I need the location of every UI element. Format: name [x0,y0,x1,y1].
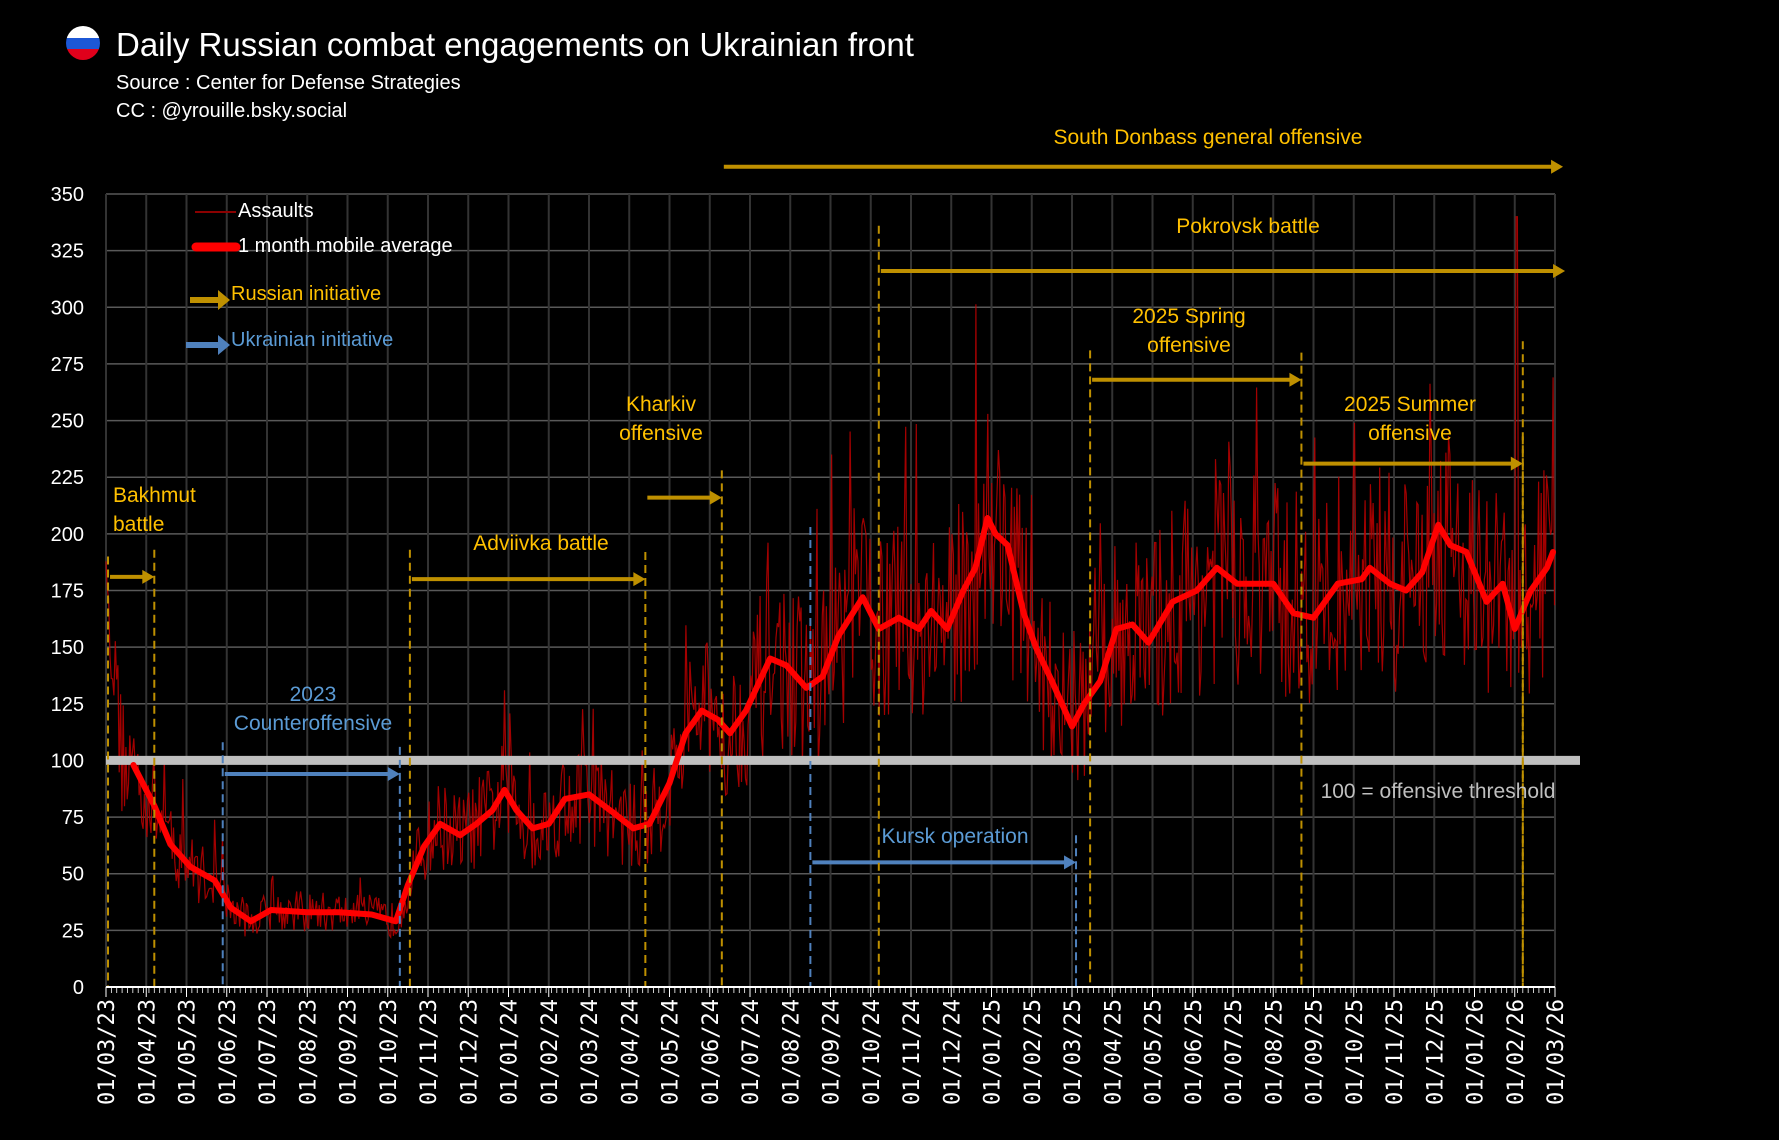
x-tick-label: 01/04/25 [1101,999,1126,1105]
y-tick-label: 75 [62,807,84,829]
x-tick-label: 01/12/24 [940,999,965,1105]
x-tick-label: 01/07/24 [739,999,764,1105]
x-tick-label: 01/09/23 [337,999,362,1105]
credit-text: CC : @yrouille.bsky.social [116,100,348,122]
x-tick-label: 01/08/25 [1262,999,1287,1105]
x-tick-label: 01/02/26 [1504,999,1529,1105]
assaults-series-line [105,216,1556,940]
x-tick-label: 01/08/24 [779,999,804,1105]
x-tick-label: 01/03/24 [578,999,603,1105]
x-tick-label: 01/05/23 [176,999,201,1105]
x-tick-label: 01/07/23 [256,999,281,1105]
annotation-south-donbass: South Donbass general offensive [1053,126,1363,149]
y-tick-label: 325 [51,241,84,263]
y-tick-label: 250 [51,411,84,433]
arrowhead-icon [633,572,646,587]
legend-russian-arrow-icon [190,290,230,310]
x-tick-label: 01/11/23 [417,999,442,1105]
annotation-counter-line1: 2023 [289,683,337,706]
annotation-threshold: 100 = offensive threshold [1320,780,1556,803]
annotation-kharkiv-line1: Kharkiv [625,393,697,416]
legend-ukrainian-arrow-icon [186,335,230,355]
y-tick-label: 350 [51,184,84,206]
legend-russian: Russian initiative [231,283,382,305]
annotation-spring-line2: offensive [1147,334,1231,357]
x-tick-label: 01/04/24 [618,999,643,1105]
y-tick-label: 300 [51,297,84,319]
x-tick-label: 01/09/24 [820,999,845,1105]
y-tick-label: 0 [73,977,84,999]
arrowhead-icon [709,490,722,505]
annotation-summer: 2025 Summer offensive [1344,390,1476,448]
chart-title: Daily Russian combat engagements on Ukra… [116,26,914,63]
x-tick-label: 01/05/24 [659,999,684,1105]
x-tick-label: 01/06/25 [1182,999,1207,1105]
x-tick-label: 01/12/23 [457,999,482,1105]
annotation-kharkiv-line2: offensive [619,422,703,445]
x-tick-label: 01/05/25 [1142,999,1167,1105]
y-tick-label: 125 [51,694,84,716]
x-tick-label: 01/02/25 [1021,999,1046,1105]
source-text: Source : Center for Defense Strategies [116,72,461,94]
arrowhead-icon [1551,159,1564,174]
arrowhead-icon [1553,264,1566,279]
annotation-bakhmut-line2: battle [113,513,165,536]
annotation-spring: 2025 Spring offensive [1132,302,1245,360]
x-tick-label: 01/09/25 [1303,999,1328,1105]
legend-ukrainian: Ukrainian initiative [231,329,394,351]
annotation-counteroffensive: 2023 Counteroffensive [234,680,392,738]
x-tick-label: 01/07/25 [1222,999,1247,1105]
legend-average: 1 month mobile average [238,235,453,257]
average-series-line [130,515,1556,925]
y-tick-label: 275 [51,354,84,376]
x-tick-label: 01/06/24 [699,999,724,1105]
y-tick-label: 225 [51,467,84,489]
x-tick-label: 01/11/25 [1383,999,1408,1105]
annotation-summer-line1: 2025 Summer [1344,393,1476,416]
x-tick-label: 01/03/23 [95,999,120,1105]
annotation-bakhmut-line1: Bakhmut [113,484,196,507]
x-tick-label: 01/10/23 [377,999,402,1105]
x-tick-label: 01/03/25 [1061,999,1086,1105]
y-tick-label: 25 [62,920,84,942]
y-tick-label: 175 [51,581,84,603]
arrowhead-icon [142,569,155,584]
x-tick-label: 01/10/25 [1343,999,1368,1105]
annotation-kursk: Kursk operation [881,825,1029,848]
y-tick-label: 50 [62,864,84,886]
x-tick-label: 01/06/23 [216,999,241,1105]
legend-assaults: Assaults [238,200,314,222]
y-tick-label: 150 [51,637,84,659]
arrowhead-icon [387,767,400,782]
arrowhead-icon [1064,855,1077,870]
annotation-avdiivka: Adviivka battle [473,532,609,555]
x-tick-label: 01/01/26 [1464,999,1489,1105]
x-tick-label: 01/04/23 [135,999,160,1105]
x-tick-label: 01/10/24 [860,999,885,1105]
russia-flag-icon [66,26,100,60]
x-tick-label: 01/12/25 [1423,999,1448,1105]
annotation-summer-line2: offensive [1368,422,1452,445]
legend [186,211,241,355]
y-tick-label: 200 [51,524,84,546]
x-tick-label: 01/01/24 [498,999,523,1105]
annotation-counter-line2: Counteroffensive [233,712,393,735]
arrowhead-icon [1289,372,1302,387]
x-tick-label: 01/03/26 [1544,999,1569,1105]
annotation-spring-line1: 2025 Spring [1132,305,1246,328]
arrowhead-icon [1510,456,1523,471]
x-tick-label: 01/01/25 [981,999,1006,1105]
x-tick-label: 01/11/24 [900,999,925,1105]
annotation-pokrovsk: Pokrovsk battle [1176,215,1320,238]
y-tick-label: 100 [51,750,84,772]
x-tick-label: 01/08/23 [296,999,321,1105]
x-tick-label: 01/02/24 [538,999,563,1105]
annotation-bakhmut: Bakhmut battle [113,481,196,539]
annotation-kharkiv: Kharkiv offensive [619,390,703,448]
